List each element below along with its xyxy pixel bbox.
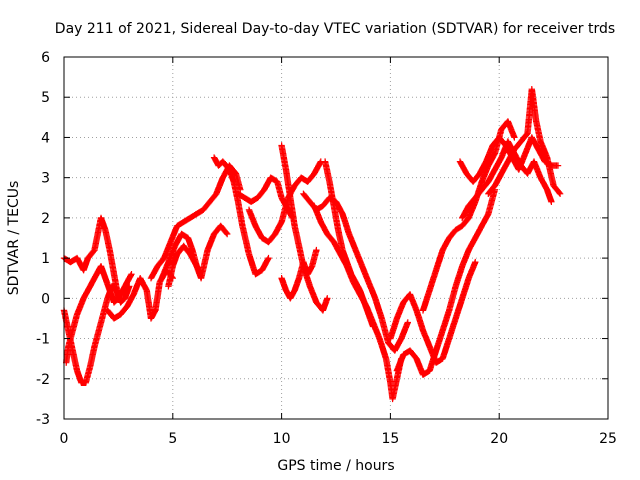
y-tick-label: 2: [41, 211, 50, 227]
y-tick-label: 0: [41, 291, 50, 307]
data-marker-path: [393, 186, 498, 378]
data-marker-path: [459, 138, 555, 222]
series-arc-13: [300, 190, 411, 354]
y-tick-label: -3: [36, 412, 50, 428]
series-arc-7: [165, 242, 203, 290]
x-tick-labels: 0 5 10 15 20 25: [60, 431, 617, 447]
data-points: [60, 86, 564, 403]
series-arc-5: [147, 162, 244, 282]
data-marker-path: [60, 214, 135, 302]
x-tick-label: 5: [168, 431, 177, 447]
series-arc-15: [321, 158, 377, 330]
y-tick-label: 5: [41, 90, 50, 106]
y-tick-label: 4: [41, 130, 50, 146]
data-marker-path: [63, 263, 122, 366]
data-marker-path: [387, 258, 479, 366]
y-tick-label: 1: [41, 251, 50, 267]
data-marker-path: [165, 242, 203, 290]
axis-ticks: [63, 56, 609, 420]
y-tick-label: -1: [36, 332, 50, 348]
x-tick-label: 15: [381, 431, 399, 447]
y-tick-label: -2: [36, 372, 50, 388]
chart-title: Day 211 of 2021, Sidereal Day-to-day VTE…: [55, 21, 615, 37]
series-arc-1: [60, 214, 135, 302]
x-tick-label: 20: [490, 431, 508, 447]
grid: [64, 57, 608, 419]
data-marker-path: [245, 158, 324, 246]
y-tick-label: 3: [41, 171, 50, 187]
data-marker-path: [321, 158, 377, 330]
series-arc-16: [387, 258, 479, 366]
x-axis-label: GPS time / hours: [277, 458, 394, 474]
series-arc-12: [278, 246, 320, 302]
series-arc-10: [245, 158, 324, 246]
data-marker-path: [210, 154, 272, 278]
series-arc-21: [459, 138, 555, 222]
x-tick-label: 25: [599, 431, 617, 447]
data-marker-path: [278, 246, 320, 302]
series-arc-17: [393, 186, 498, 378]
data-marker-path: [147, 162, 244, 282]
x-tick-label: 10: [273, 431, 291, 447]
data-marker-path: [300, 190, 411, 354]
plot-frame: [63, 56, 609, 420]
series-arc-8: [210, 154, 272, 278]
y-tick-label: 6: [41, 50, 50, 66]
y-tick-labels: -3 -2 -1 0 1 2 3 4 5 6: [36, 50, 50, 428]
series-arc-3: [63, 263, 122, 366]
y-axis-label: SDTVAR / TECUs: [6, 181, 22, 296]
x-tick-label: 0: [60, 431, 69, 447]
